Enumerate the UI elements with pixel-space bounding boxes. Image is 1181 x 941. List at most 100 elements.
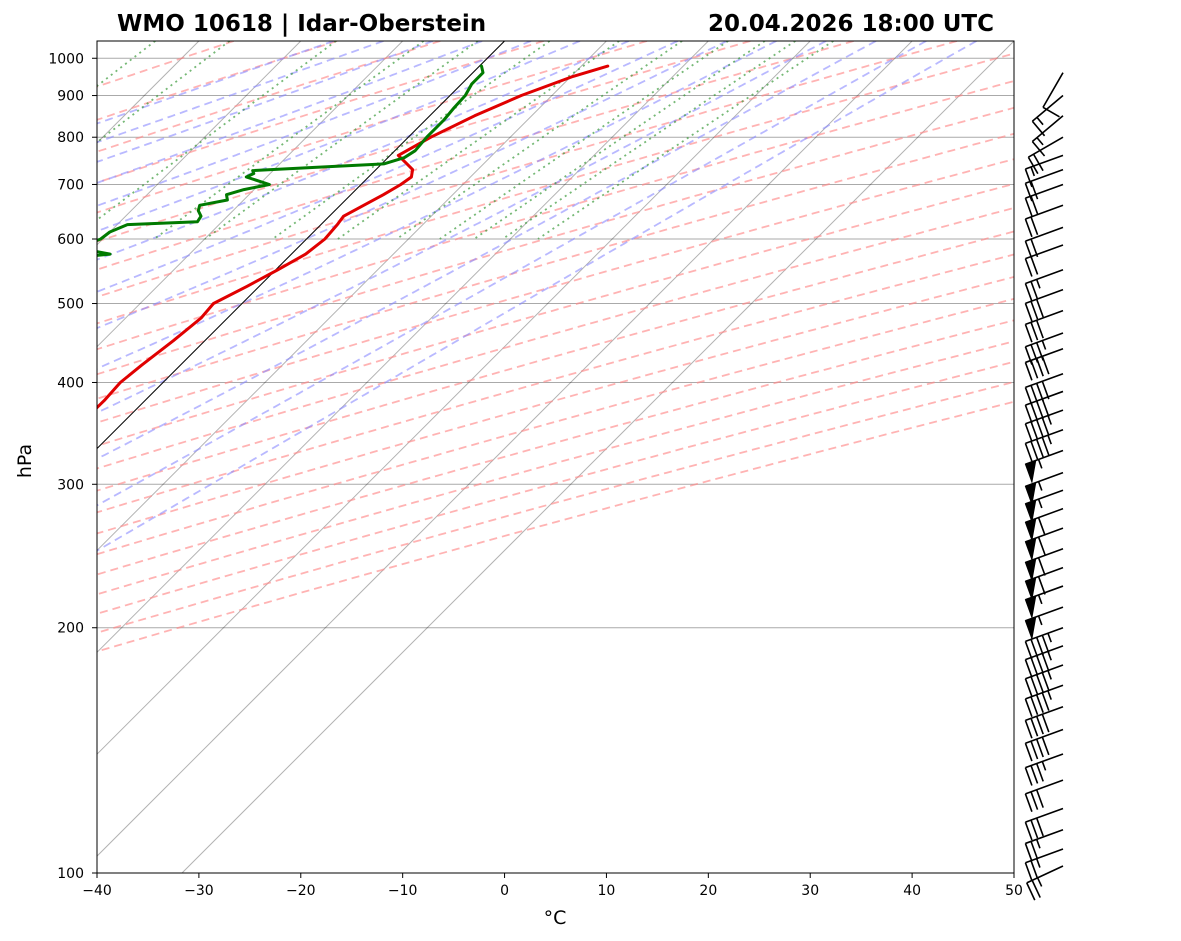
- chart-title-datetime: 20.04.2026 18:00 UTC: [708, 11, 994, 37]
- wind-barb: [1024, 489, 1064, 524]
- wind-barb: [1024, 507, 1064, 543]
- wind-barb-flag: [1037, 576, 1046, 595]
- x-tick-label: −20: [286, 883, 316, 899]
- wind-barb: [1024, 449, 1064, 485]
- wind-barb-flag: [1030, 402, 1039, 422]
- wind-barb: [1024, 753, 1064, 786]
- wind-barb-flag: [1030, 360, 1039, 379]
- wind-barb-flag: [1035, 637, 1044, 656]
- wind-barb-flag: [1035, 655, 1044, 674]
- wind-barb-flag: [1024, 404, 1033, 424]
- wind-barb-half-flag: [1037, 459, 1043, 469]
- wind-barb-half-flag: [1047, 415, 1052, 425]
- wind-barb-flag: [1030, 676, 1039, 695]
- wind-barb-flag: [1035, 358, 1044, 377]
- wind-barb-flag: [1035, 763, 1044, 782]
- dry-adiabat-line: [97, 319, 1014, 576]
- wind-barb: [1024, 606, 1064, 641]
- moist-adiabat-line: [97, 41, 728, 330]
- wind-barb: [1024, 527, 1064, 562]
- x-tick-label: −10: [388, 883, 418, 899]
- chart-title-station: WMO 10618 | Idar-Oberstein: [117, 11, 486, 37]
- wind-barb: [1024, 390, 1064, 424]
- x-tick-label: 0: [500, 883, 509, 899]
- moist-adiabat-line: [97, 41, 777, 370]
- wind-barb-flag: [1041, 692, 1050, 711]
- y-tick-label: 500: [57, 297, 84, 313]
- wind-barb-flag: [1030, 841, 1039, 860]
- wind-barb-flag: [1041, 398, 1050, 418]
- wind-barb: [1024, 154, 1064, 188]
- wind-barb-half-flag: [1036, 137, 1044, 146]
- wind-barb-flag: [1024, 168, 1033, 188]
- wind-barb-flag: [1024, 324, 1033, 343]
- wind-barb-flag: [1024, 678, 1033, 697]
- x-tick-label: −40: [82, 883, 112, 899]
- wind-barb-flag: [1030, 281, 1039, 300]
- x-tick-label: 10: [598, 883, 616, 899]
- wind-barb: [1024, 471, 1064, 507]
- chart-profiles: [97, 41, 610, 450]
- wind-barb-flag: [1037, 557, 1046, 576]
- wind-barb: [1024, 183, 1064, 217]
- wind-barb: [1024, 829, 1064, 862]
- wind-barb-pennant: [1024, 616, 1037, 641]
- wind-barb-half-flag: [1041, 340, 1047, 350]
- wind-barb-flag: [1041, 713, 1050, 733]
- wind-barb-flag: [1035, 419, 1044, 438]
- wind-barb-flag: [1035, 789, 1044, 808]
- wind-barb-flag: [1030, 180, 1039, 200]
- isotherm-line: [97, 41, 302, 246]
- dry-adiabat-line: [97, 52, 1014, 325]
- wind-barb-flag: [1024, 362, 1033, 381]
- wind-barb: [1024, 728, 1064, 762]
- dry-adiabat-line: [97, 207, 1014, 470]
- wind-barb-flag: [1024, 659, 1033, 678]
- dry-adiabat-line: [97, 41, 544, 184]
- wind-barb: [1024, 684, 1064, 718]
- wind-barb: [1024, 168, 1064, 202]
- y-tick-label: 1000: [48, 51, 84, 67]
- chart-grid: [97, 41, 1014, 873]
- dry-adiabat-line: [97, 340, 1014, 596]
- wind-barb-flag: [1041, 672, 1050, 691]
- y-tick-label: 800: [57, 130, 84, 146]
- x-tick-label: −30: [184, 883, 214, 899]
- wind-barb-half-flag: [1037, 594, 1043, 605]
- wind-barb-flag: [1024, 197, 1033, 217]
- wind-barb: [1024, 807, 1064, 841]
- y-tick-label: 600: [57, 232, 84, 248]
- wind-barb-flag: [1041, 736, 1050, 756]
- wind-barb-pennant: [1024, 499, 1037, 524]
- dry-adiabat-line: [97, 41, 958, 298]
- wind-barb: [1024, 664, 1064, 697]
- zero-isotherm-line: [97, 41, 505, 450]
- y-tick-label: 100: [57, 866, 84, 882]
- dry-adiabat-line: [97, 158, 1014, 424]
- isotherm-line: [97, 41, 404, 348]
- wind-barb: [1024, 348, 1064, 381]
- dry-adiabat-line: [97, 41, 648, 214]
- wind-barb-flag: [1024, 821, 1033, 841]
- wind-barb: [1024, 779, 1064, 812]
- wind-barb-flag: [1035, 715, 1044, 735]
- mixing-ratio-line: [337, 41, 620, 240]
- wind-barb: [1024, 705, 1064, 739]
- moist-adiabat-line: [97, 41, 384, 144]
- wind-barb: [1024, 309, 1064, 343]
- x-axis-label: °C: [544, 907, 567, 929]
- mixing-ratio-line: [204, 41, 479, 240]
- wind-barb: [1024, 548, 1064, 583]
- moist-adiabat-line: [97, 41, 977, 552]
- wind-barb-flag: [1024, 283, 1033, 302]
- wind-barb-flag: [1035, 817, 1044, 837]
- chart-axes: −40 −30 −20 −10 0 10 20 30 40 50 1000 900 800 700 600 5…: [48, 51, 1023, 899]
- y-tick-label: 200: [57, 621, 84, 637]
- x-tick-label: 30: [801, 883, 819, 899]
- wind-barb-flag: [1024, 183, 1033, 202]
- wind-barb-flag: [1026, 882, 1036, 901]
- wind-barb-flag: [1037, 517, 1046, 536]
- wind-barb-flag: [1030, 441, 1039, 460]
- wind-barb-flag: [1031, 140, 1046, 157]
- wind-barb-flag: [1035, 738, 1044, 758]
